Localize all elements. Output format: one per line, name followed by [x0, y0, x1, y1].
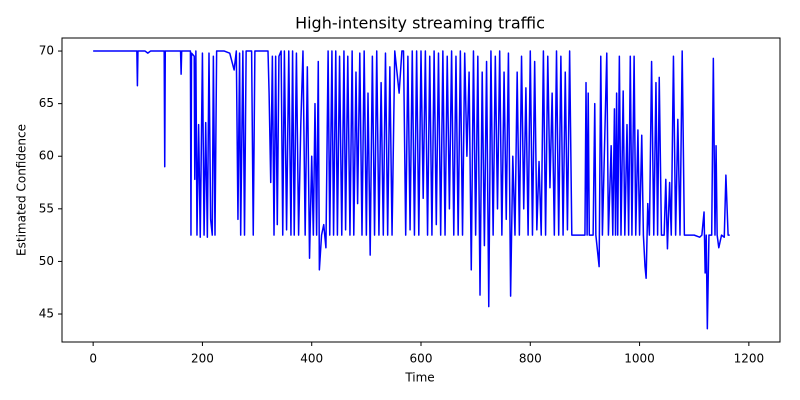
- x-axis-label: Time: [404, 371, 434, 385]
- x-tick-label: 0: [89, 352, 97, 366]
- y-tick-label: 60: [39, 149, 54, 163]
- x-tick-label: 400: [300, 352, 323, 366]
- chart-title: High-intensity streaming traffic: [295, 14, 545, 33]
- y-tick-label: 70: [39, 44, 54, 58]
- x-tick-label: 600: [410, 352, 433, 366]
- y-tick-label: 65: [39, 96, 54, 110]
- y-axis-label: Estimated Confidence: [15, 124, 29, 256]
- plot-frame: [61, 37, 781, 343]
- x-tick-label: 200: [191, 352, 214, 366]
- x-tick-label: 1200: [734, 352, 765, 366]
- data-line: [93, 50, 730, 330]
- x-tick-label: 1000: [624, 352, 655, 366]
- y-tick-label: 55: [39, 201, 54, 215]
- y-tick-label: 45: [39, 307, 54, 321]
- x-tick-label: 800: [519, 352, 542, 366]
- y-tick-label: 50: [39, 254, 54, 268]
